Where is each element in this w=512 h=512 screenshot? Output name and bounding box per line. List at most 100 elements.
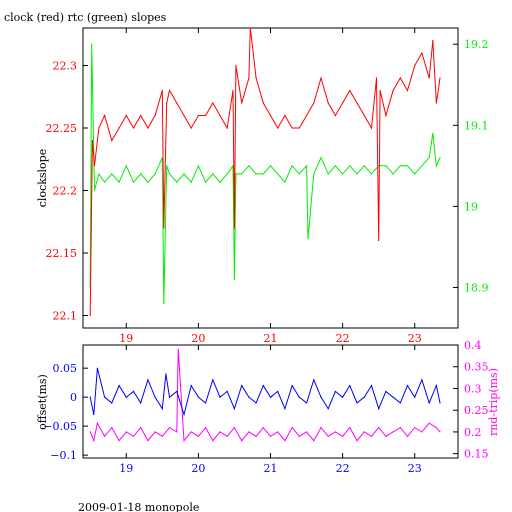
top-point-clock xyxy=(435,102,437,104)
bottom-point-rnd-trip xyxy=(140,427,142,429)
top-point-clock xyxy=(118,127,120,129)
top-point-clock xyxy=(320,77,322,79)
bottom-y2-tick-label: 0.2 xyxy=(464,426,482,439)
top-point-rtc xyxy=(205,181,207,183)
bottom-point-offset xyxy=(241,385,243,387)
bottom-point-offset xyxy=(378,408,380,410)
bottom-point-offset xyxy=(89,396,91,398)
top-point-clock xyxy=(421,52,423,54)
bottom-x-tick-label: 23 xyxy=(408,462,422,475)
top-point-clock xyxy=(439,77,441,79)
bottom-point-offset xyxy=(190,385,192,387)
bottom-point-rnd-trip xyxy=(277,431,279,433)
top-point-clock xyxy=(89,314,91,317)
bottom-point-rnd-trip xyxy=(392,431,394,433)
top-point-clock xyxy=(375,77,378,79)
bottom-point-rnd-trip xyxy=(406,435,409,437)
bottom-point-offset xyxy=(435,385,437,387)
bottom-point-rnd-trip xyxy=(89,431,91,433)
top-point-rtc xyxy=(190,181,192,183)
bottom-point-rnd-trip xyxy=(226,435,228,437)
top-point-rtc xyxy=(363,165,365,167)
top-x-tick-label: 20 xyxy=(191,332,205,345)
top-point-rtc xyxy=(235,173,237,175)
top-point-clock xyxy=(232,89,234,92)
bottom-point-offset xyxy=(168,396,171,398)
bottom-point-rnd-trip xyxy=(349,427,351,429)
top-point-rtc xyxy=(428,157,430,159)
bottom-point-offset xyxy=(132,390,135,392)
bottom-y-tick-label: −0.05 xyxy=(43,420,77,433)
bottom-point-offset xyxy=(262,385,264,387)
bottom-point-rnd-trip xyxy=(241,440,243,442)
bottom-x-tick-label: 21 xyxy=(264,462,278,475)
top-point-clock xyxy=(147,127,149,129)
top-y-tick-label: 22.1 xyxy=(53,310,78,323)
top-point-rtc xyxy=(212,173,214,175)
top-point-rtc xyxy=(118,181,120,183)
bottom-point-rnd-trip xyxy=(190,431,192,433)
bottom-x-tick-label: 22 xyxy=(336,462,350,475)
bottom-point-offset xyxy=(356,402,358,404)
bottom-series-offset xyxy=(89,368,441,417)
bottom-point-offset xyxy=(147,379,149,381)
bottom-series-rnd-trip xyxy=(89,349,441,443)
top-point-clock xyxy=(111,139,113,142)
bottom-y-axis-label: offset(ms) xyxy=(36,374,49,430)
top-point-clock xyxy=(284,114,286,117)
bottom-y2-tick-label: 0.3 xyxy=(464,382,482,395)
top-point-rtc xyxy=(284,181,286,183)
bottom-point-offset xyxy=(385,390,387,392)
bottom-point-offset xyxy=(327,408,329,410)
top-point-clock xyxy=(428,77,430,79)
bottom-point-rnd-trip xyxy=(118,440,120,442)
top-point-rtc xyxy=(406,165,409,167)
top-point-rtc xyxy=(226,173,228,175)
bottom-point-rnd-trip xyxy=(298,435,300,437)
bottom-point-offset xyxy=(183,413,185,416)
top-point-clock xyxy=(342,102,344,104)
top-point-rtc xyxy=(392,173,394,175)
top-point-rtc xyxy=(313,173,315,175)
bottom-point-rnd-trip xyxy=(291,427,293,429)
top-point-rtc xyxy=(93,189,96,191)
top-x-tick-label: 22 xyxy=(336,332,350,345)
bottom-point-rnd-trip xyxy=(197,435,199,437)
bottom-point-rnd-trip xyxy=(284,440,286,442)
bottom-point-offset xyxy=(334,390,336,392)
top-point-rtc xyxy=(91,43,93,45)
bottom-point-rnd-trip xyxy=(205,427,207,429)
top-point-clock xyxy=(248,77,250,79)
bottom-point-rnd-trip xyxy=(435,427,437,429)
bottom-point-rnd-trip xyxy=(378,427,380,429)
top-point-clock xyxy=(154,114,156,117)
bottom-point-rnd-trip xyxy=(269,435,272,437)
top-point-clock xyxy=(183,114,185,117)
top-point-clock xyxy=(414,64,416,67)
top-point-clock xyxy=(432,39,434,42)
top-point-rtc xyxy=(320,157,322,159)
top-point-rtc xyxy=(111,173,113,175)
top-point-clock xyxy=(356,102,358,104)
top-point-rtc xyxy=(248,165,250,167)
bottom-point-rnd-trip xyxy=(399,427,401,429)
bottom-point-rnd-trip xyxy=(313,440,315,442)
top-point-rtc xyxy=(241,173,243,175)
bottom-point-rnd-trip xyxy=(132,435,135,437)
bottom-y-tick-label: −0.1 xyxy=(50,449,77,462)
bottom-point-rnd-trip xyxy=(233,427,235,429)
top-y-tick-label: 22.3 xyxy=(53,60,78,73)
bottom-point-rnd-trip xyxy=(111,427,113,429)
bottom-point-offset xyxy=(313,379,315,381)
top-point-clock xyxy=(298,127,300,129)
top-point-clock xyxy=(399,77,401,79)
bottom-point-rnd-trip xyxy=(183,440,185,442)
top-point-clock xyxy=(255,77,257,79)
top-point-clock xyxy=(219,114,221,117)
top-point-rtc xyxy=(306,165,308,167)
bottom-point-offset xyxy=(248,396,250,398)
top-point-clock xyxy=(334,114,336,117)
top-point-rtc xyxy=(233,278,235,280)
top-point-rtc xyxy=(125,165,127,167)
bottom-y2-tick-label: 0.4 xyxy=(464,339,482,352)
